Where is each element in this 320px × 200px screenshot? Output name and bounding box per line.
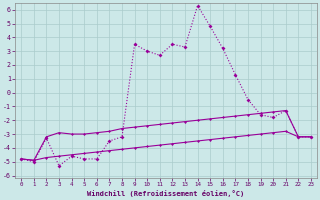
X-axis label: Windchill (Refroidissement éolien,°C): Windchill (Refroidissement éolien,°C) [87,190,245,197]
